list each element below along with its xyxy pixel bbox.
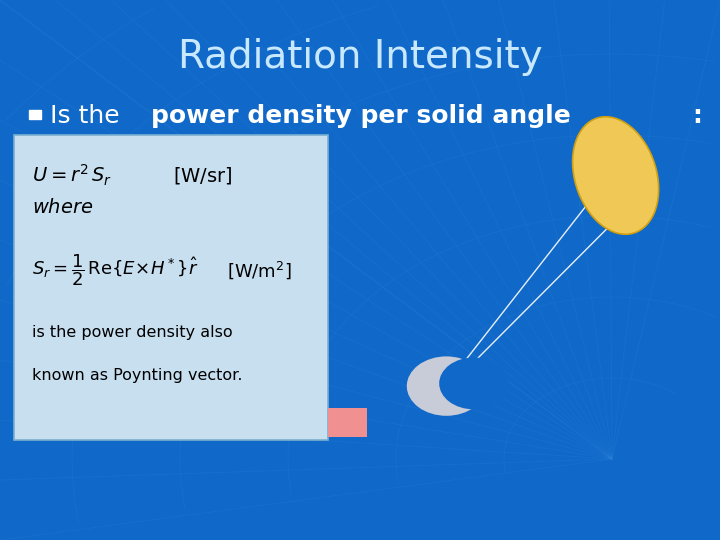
Text: Radiation Intensity: Radiation Intensity (178, 38, 542, 76)
Text: $[\mathrm{W/sr}]$: $[\mathrm{W/sr}]$ (173, 165, 233, 186)
Circle shape (407, 356, 486, 416)
Text: is the power density also: is the power density also (32, 325, 233, 340)
Bar (328, 408, 367, 437)
Text: $S_r = \dfrac{1}{2}\,\mathrm{Re}\{E\!\times\! H^*\}\hat{r}$: $S_r = \dfrac{1}{2}\,\mathrm{Re}\{E\!\ti… (32, 252, 199, 288)
Text: Is the: Is the (50, 104, 128, 128)
Text: :: : (692, 104, 702, 128)
Text: $U = r^2\,S_r$: $U = r^2\,S_r$ (32, 163, 112, 188)
Text: $[\mathrm{W/m}^2]$: $[\mathrm{W/m}^2]$ (227, 259, 292, 281)
Bar (29, 110, 41, 119)
Text: $\mathit{where}$: $\mathit{where}$ (32, 198, 94, 218)
Circle shape (439, 357, 508, 409)
Ellipse shape (572, 117, 659, 234)
Text: known as Poynting vector.: known as Poynting vector. (32, 368, 243, 383)
FancyBboxPatch shape (14, 135, 328, 440)
Text: power density per solid angle: power density per solid angle (150, 104, 570, 128)
